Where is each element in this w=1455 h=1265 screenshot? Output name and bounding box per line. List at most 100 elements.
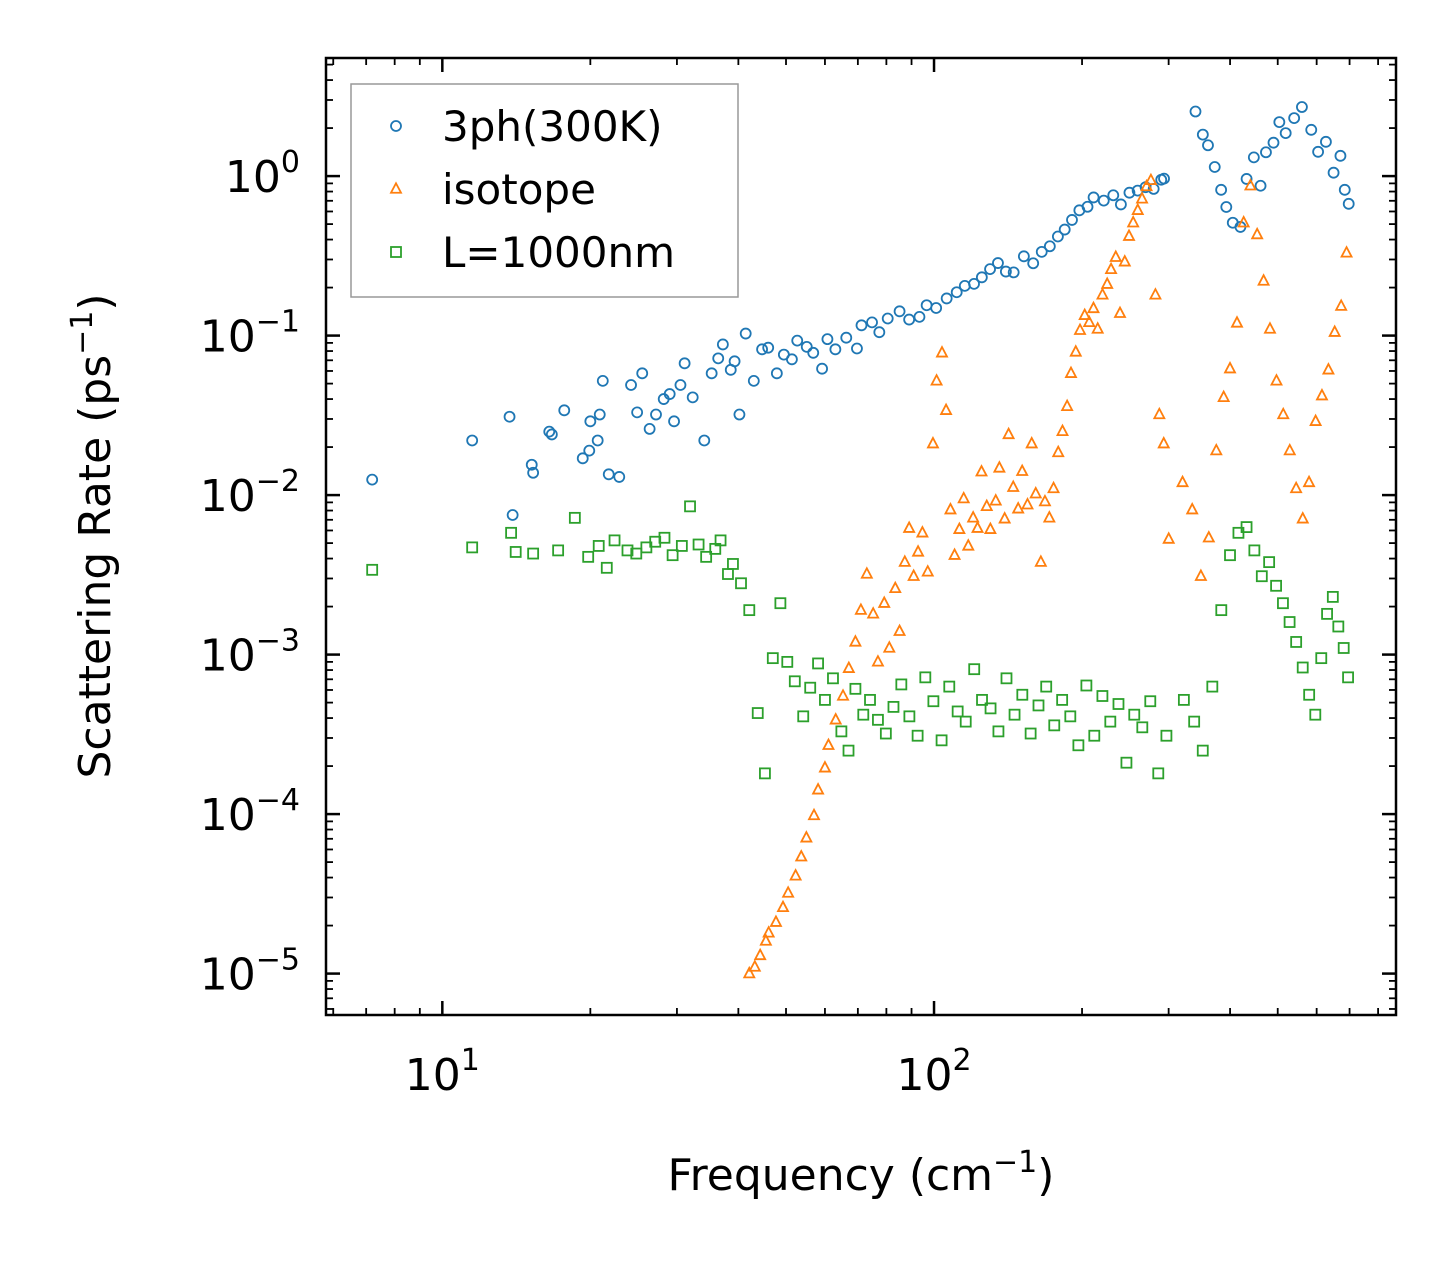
data-point — [1260, 146, 1272, 159]
data-point — [951, 705, 964, 718]
data-point — [788, 675, 801, 688]
data-point — [1020, 497, 1034, 510]
data-point — [1096, 287, 1109, 300]
data-point — [975, 464, 989, 477]
data-point — [927, 695, 940, 708]
data-point — [1277, 597, 1289, 610]
legend-label: 3ph(300K) — [442, 102, 662, 151]
data-point — [762, 925, 776, 938]
data-point — [989, 493, 1003, 506]
data-point — [940, 292, 953, 305]
data-point — [818, 760, 832, 773]
data-point — [921, 564, 935, 577]
data-point — [836, 688, 850, 701]
major-ticks — [326, 58, 1396, 1015]
data-point — [786, 353, 798, 366]
data-point — [666, 549, 679, 562]
data-point — [584, 415, 597, 428]
data-point — [525, 458, 538, 471]
data-point — [658, 531, 671, 544]
data-point — [1008, 708, 1021, 721]
data-point — [1047, 480, 1061, 494]
data-point — [705, 367, 718, 380]
data-point — [1240, 521, 1253, 533]
data-point — [915, 525, 929, 538]
data-point — [1025, 436, 1039, 449]
data-point — [975, 271, 988, 284]
data-point — [966, 510, 980, 523]
data-point — [1230, 315, 1244, 328]
data-point — [1118, 254, 1132, 267]
data-point — [1177, 693, 1190, 706]
data-point — [1196, 128, 1209, 141]
data-point — [930, 302, 943, 314]
data-point — [1000, 672, 1013, 685]
data-point — [1302, 474, 1316, 488]
data-point — [727, 558, 739, 570]
data-point — [643, 422, 656, 435]
data-point — [1209, 442, 1223, 456]
data-point — [1064, 710, 1077, 723]
data-point — [1305, 123, 1318, 136]
data-point — [1072, 739, 1085, 752]
legend-marker-triangle — [389, 181, 403, 194]
data-point — [753, 947, 767, 961]
data-point — [1123, 186, 1136, 199]
data-point — [794, 849, 808, 862]
data-point — [877, 595, 891, 608]
data-point — [1248, 544, 1261, 557]
data-point — [855, 319, 868, 332]
data-point — [848, 634, 862, 647]
data-point — [608, 534, 621, 547]
data-point — [630, 547, 643, 560]
data-point — [509, 546, 522, 558]
data-point — [968, 663, 981, 676]
legend-label: isotope — [442, 165, 596, 214]
data-point — [882, 640, 896, 653]
data-point — [1097, 194, 1110, 207]
data-point — [902, 520, 916, 533]
data-point — [1120, 756, 1133, 769]
data-point — [770, 367, 783, 380]
data-point — [919, 671, 932, 684]
data-point — [851, 342, 863, 355]
data-point — [684, 500, 696, 513]
legend-marker-circle — [390, 120, 402, 132]
x-tick-label: 102 — [896, 1043, 971, 1101]
data-point — [1283, 616, 1296, 628]
data-point — [811, 782, 825, 795]
data-point — [1327, 166, 1340, 179]
data-point — [1194, 568, 1208, 581]
series-circle — [366, 101, 1355, 521]
data-point — [1215, 604, 1228, 617]
data-point — [935, 345, 949, 358]
data-point — [895, 678, 908, 691]
data-point — [1326, 590, 1339, 603]
data-point — [751, 707, 764, 719]
data-point — [769, 914, 783, 927]
data-point — [686, 391, 699, 404]
data-point — [1006, 479, 1020, 492]
y-tick-label: 10−1 — [200, 305, 300, 363]
data-point — [568, 511, 581, 524]
data-point — [1220, 201, 1233, 213]
data-point — [698, 434, 711, 447]
data-point — [903, 313, 916, 326]
data-point — [1078, 307, 1092, 320]
data-point — [1257, 273, 1271, 286]
data-point — [829, 712, 843, 725]
data-point — [1237, 215, 1251, 228]
data-point — [950, 286, 963, 299]
data-point — [911, 544, 925, 557]
data-point — [992, 725, 1005, 738]
data-point — [1027, 257, 1040, 270]
data-point — [1296, 511, 1310, 524]
data-point — [700, 550, 713, 563]
data-point — [1176, 474, 1190, 488]
data-point — [881, 312, 894, 325]
data-point — [866, 316, 878, 329]
data-point — [1240, 173, 1253, 185]
data-point — [1017, 250, 1030, 263]
data-point — [714, 534, 727, 547]
